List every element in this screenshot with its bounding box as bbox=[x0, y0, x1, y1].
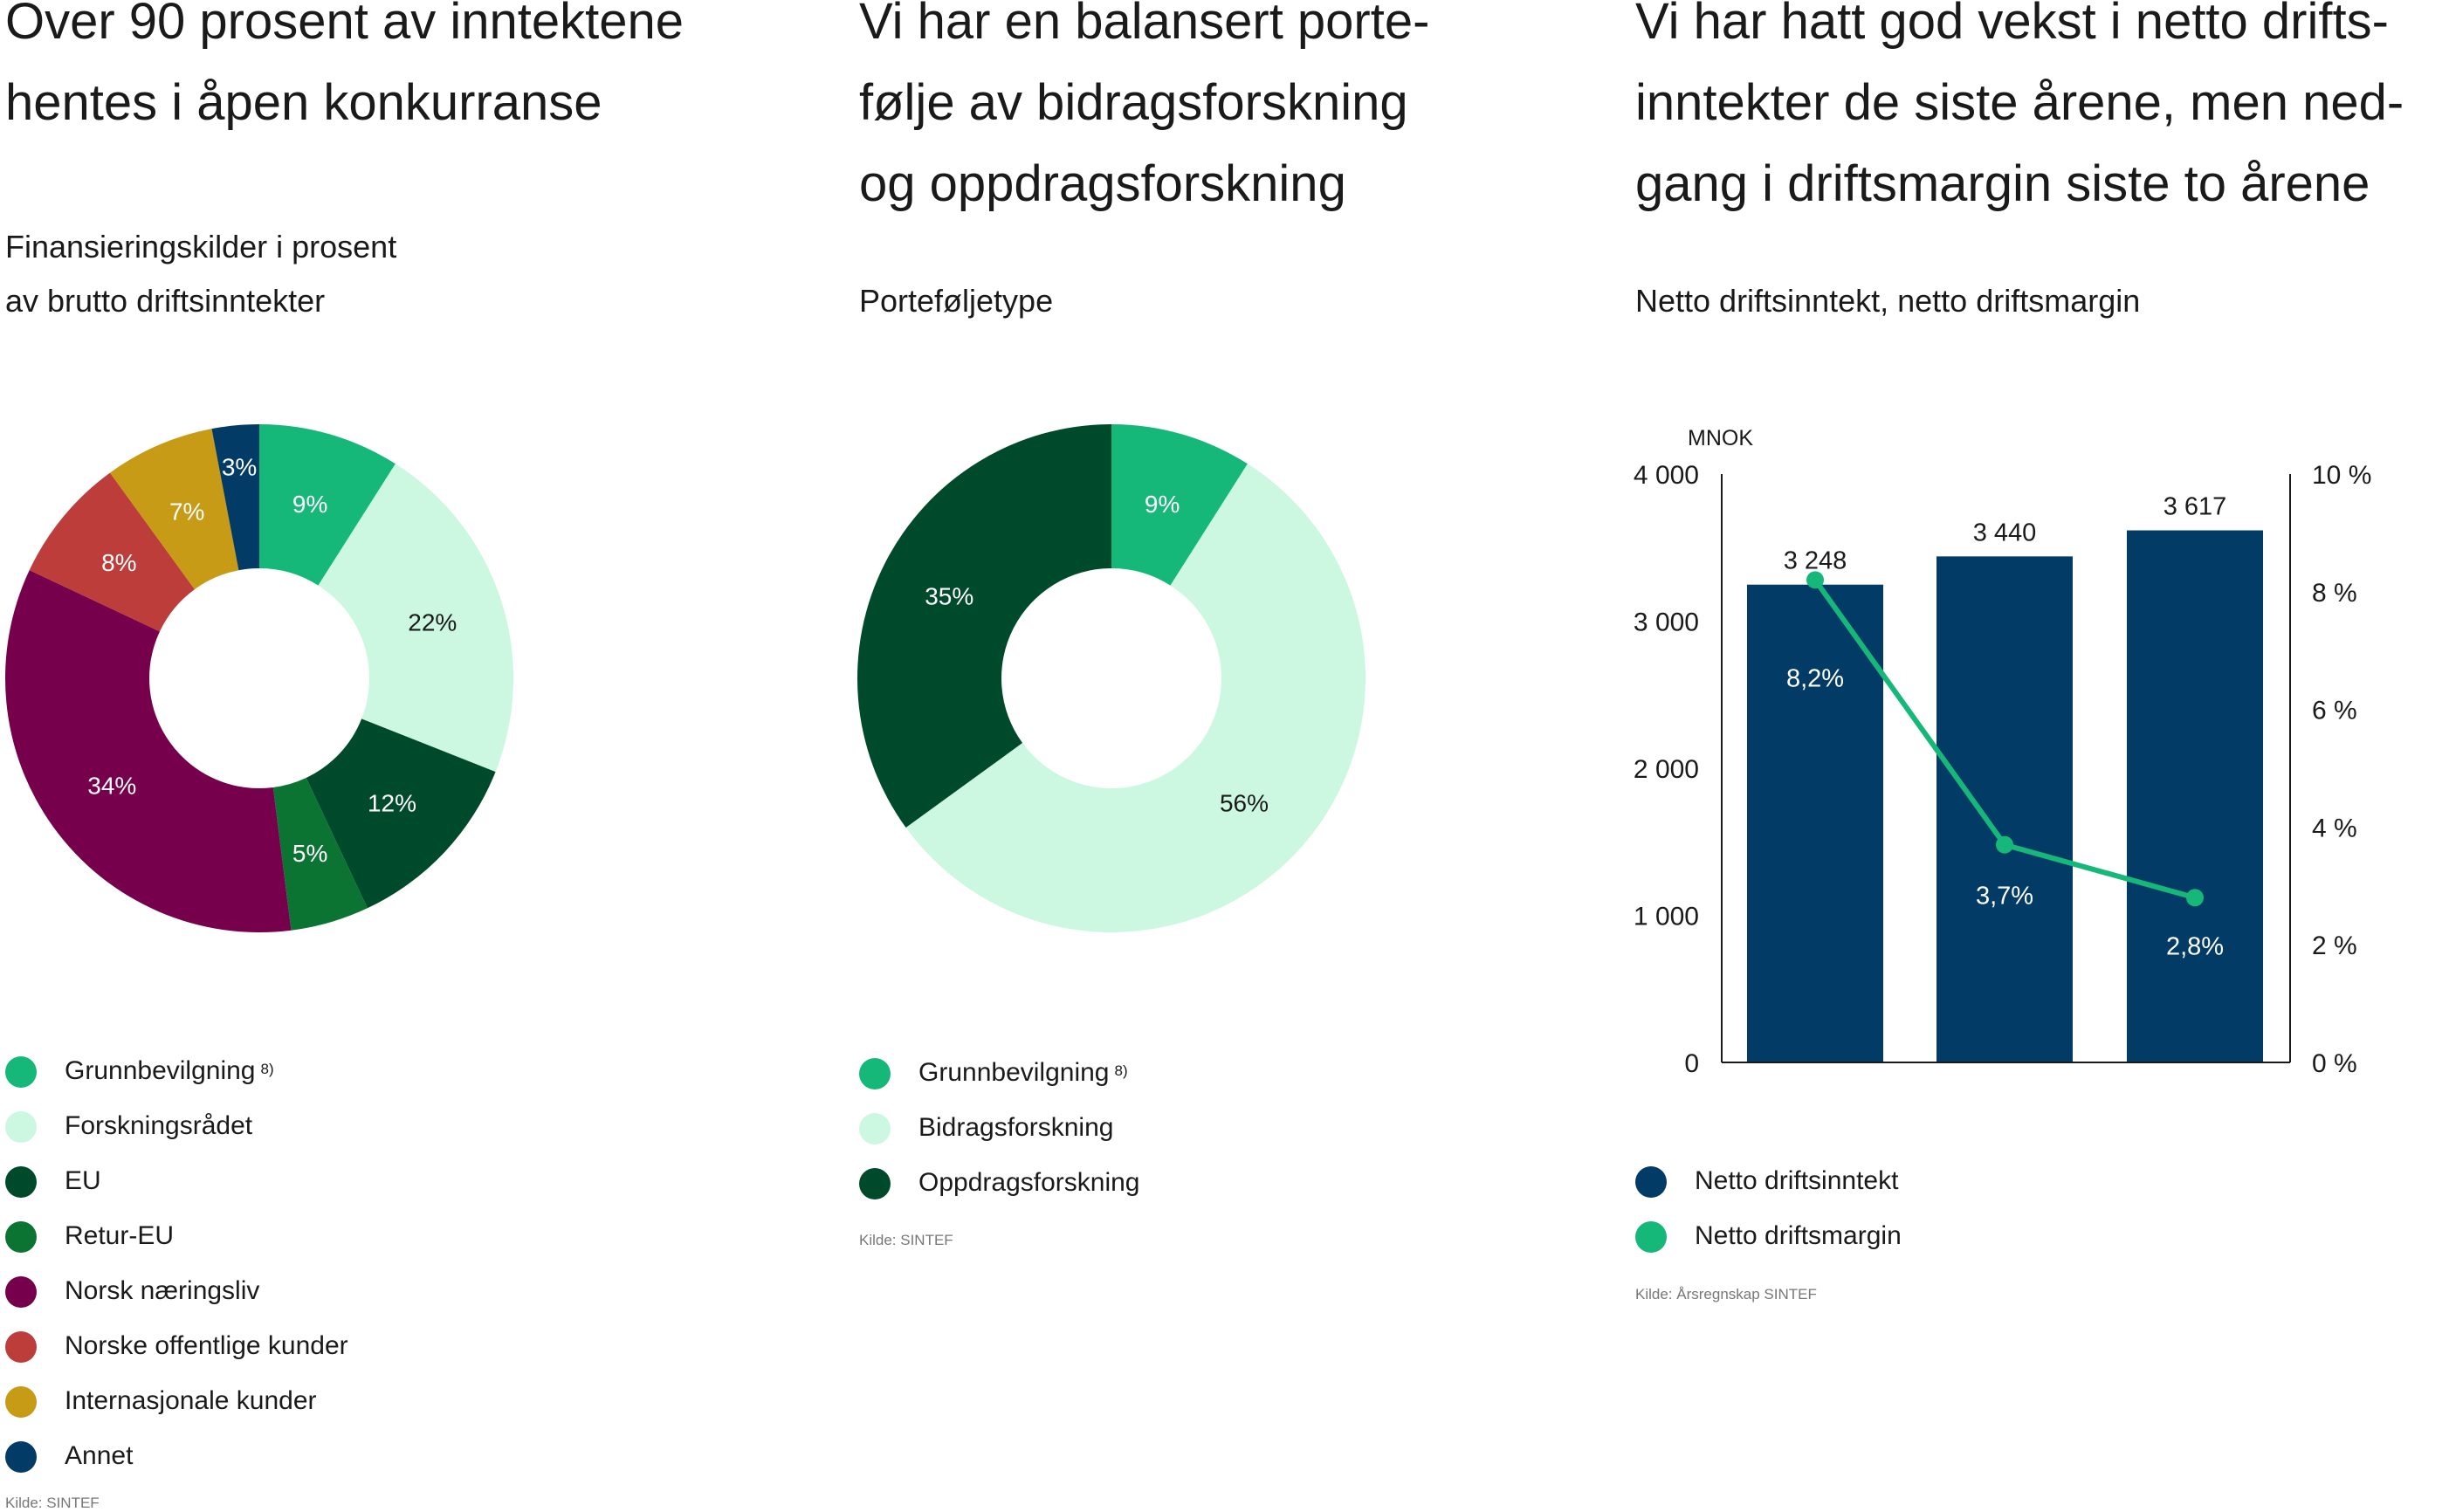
donut-chart-funding: 9% 22% 12% 5% 34% 8% 7% 3% bbox=[5, 424, 513, 932]
y2-tick-label: 10 % bbox=[2312, 461, 2371, 490]
slice-label: 22% bbox=[408, 609, 457, 636]
y2-tick-label: 4 % bbox=[2312, 814, 2357, 842]
y-tick-label: 1 000 bbox=[1634, 903, 1699, 931]
slice-norsk-naeringsliv bbox=[5, 570, 292, 932]
slice-label: 7% bbox=[169, 498, 204, 526]
margin-value-label: 8,2% bbox=[1786, 664, 1844, 692]
bar bbox=[2127, 530, 2263, 1062]
legend-marker-icon bbox=[1635, 1221, 1667, 1253]
legend-marker-icon bbox=[5, 1056, 37, 1088]
title-line: Vi har en balansert porte- bbox=[859, 0, 1430, 50]
subtitle-line: Netto driftsinntekt, netto driftsmargin bbox=[1635, 283, 2141, 319]
slice-label: 5% bbox=[292, 840, 327, 867]
legend-marker-icon bbox=[5, 1166, 37, 1198]
legend-label: Annet bbox=[65, 1441, 134, 1470]
legend-marker-icon bbox=[5, 1276, 37, 1308]
legend-marker-icon bbox=[5, 1386, 37, 1418]
source-note: Kilde: Årsregnskap SINTEF bbox=[1635, 1286, 1817, 1302]
slice-label: 9% bbox=[292, 491, 327, 518]
margin-value-label: 3,7% bbox=[1976, 883, 2033, 911]
slice-norske-offentlige-kunder bbox=[29, 472, 195, 632]
bar-value-label: 3 248 bbox=[1784, 547, 1847, 575]
title-line: hentes i åpen konkurranse bbox=[5, 74, 602, 131]
legend-label: Norsk næringsliv bbox=[65, 1276, 260, 1305]
y2-tick-label: 8 % bbox=[2312, 579, 2357, 608]
y2-tick-label: 0 % bbox=[2312, 1049, 2357, 1078]
panel3-subtitle: Netto driftsinntekt, netto driftsmargin bbox=[1635, 274, 2140, 328]
subtitle-line: Finansieringskilder i prosent bbox=[5, 229, 397, 265]
subtitle-line: av brutto driftsinntekter bbox=[5, 283, 326, 319]
bar-value-label: 3 617 bbox=[2164, 493, 2227, 521]
source-note: Kilde: SINTEF bbox=[859, 1232, 953, 1248]
margin-value-label: 2,8% bbox=[2166, 932, 2224, 960]
title-line: gang i driftsmargin siste to årene bbox=[1635, 155, 2370, 212]
slice-label: 9% bbox=[1145, 491, 1180, 518]
donut-chart-portfolio: 9% 56% 35% bbox=[857, 424, 1366, 932]
margin-point bbox=[1806, 571, 1824, 589]
legend-label: Forskningsrådet bbox=[65, 1111, 253, 1140]
y-tick-label: 2 000 bbox=[1634, 755, 1699, 784]
title-line: Vi har hatt god vekst i netto drifts- bbox=[1635, 0, 2389, 50]
slice-grunnbevilgning bbox=[259, 424, 396, 586]
bar-value-label: 3 440 bbox=[1973, 519, 2037, 546]
footnote-marker: 8) bbox=[260, 1061, 274, 1077]
panel2-subtitle: Porteføljetype bbox=[859, 274, 1053, 328]
subtitle-line: Porteføljetype bbox=[859, 283, 1054, 319]
bar bbox=[1936, 556, 2073, 1062]
margin-point bbox=[2186, 889, 2204, 907]
legend-marker-icon bbox=[5, 1221, 37, 1253]
legend-marker-icon bbox=[859, 1113, 891, 1144]
source-note: Kilde: SINTEF bbox=[5, 1495, 100, 1511]
legend-label: Retur-EU bbox=[65, 1221, 175, 1250]
title-line: inntekter de siste årene, men ned- bbox=[1635, 74, 2404, 131]
bar bbox=[1747, 584, 1883, 1062]
legend-marker-icon bbox=[1635, 1166, 1667, 1198]
legend-label: Norske offentlige kunder bbox=[65, 1331, 348, 1360]
y-tick-label: 4 000 bbox=[1634, 461, 1699, 490]
slice-label: 56% bbox=[1220, 790, 1269, 817]
y-tick-label: 3 000 bbox=[1634, 608, 1699, 637]
bar-line-chart: MNOK 0 1 000 2 000 3 000 4 000 0 % 2 % 4 % 6 % 8 %… bbox=[1634, 426, 2371, 1078]
y2-tick-label: 6 % bbox=[2312, 697, 2357, 725]
legend-label: Oppdragsforskning bbox=[918, 1168, 1140, 1197]
legend-marker-icon bbox=[859, 1058, 891, 1089]
slice-label: 35% bbox=[925, 582, 973, 609]
y-tick-label: 0 bbox=[1684, 1049, 1699, 1078]
slice-bidragsforskning bbox=[905, 464, 1366, 932]
panel1-title: Over 90 prosent av inntektene hentes i å… bbox=[5, 0, 684, 143]
y2-tick-label: 2 % bbox=[2312, 931, 2357, 960]
title-line: og oppdragsforskning bbox=[859, 155, 1346, 212]
legend-label: Grunnbevilgning 8) bbox=[65, 1056, 274, 1085]
legend-label: Netto driftsmargin bbox=[1695, 1221, 1902, 1250]
title-line: følje av bidragsforskning bbox=[859, 74, 1408, 131]
legend-label: Bidragsforskning bbox=[918, 1113, 1114, 1142]
legend-label: Netto driftsinntekt bbox=[1695, 1166, 1899, 1195]
slice-label: 3% bbox=[222, 454, 257, 481]
title-line: Over 90 prosent av inntektene bbox=[5, 0, 684, 50]
slice-retur-eu bbox=[272, 778, 368, 931]
panel3-title: Vi har hatt god vekst i netto drifts- in… bbox=[1635, 0, 2404, 224]
slice-label: 12% bbox=[368, 790, 416, 817]
slice-grunnbevilgning bbox=[1111, 424, 1248, 586]
footnote-marker: 8) bbox=[1114, 1062, 1128, 1079]
slice-label: 34% bbox=[87, 773, 136, 800]
legend-marker-icon bbox=[5, 1441, 37, 1473]
slice-forskningsradet bbox=[318, 464, 513, 773]
slice-label: 8% bbox=[101, 549, 136, 576]
slice-oppdragsforskning bbox=[857, 424, 1111, 828]
legend-label: EU bbox=[65, 1166, 101, 1195]
panel2-title: Vi har en balansert porte- følje av bidr… bbox=[859, 0, 1429, 224]
legend-marker-icon bbox=[5, 1331, 37, 1363]
slice-internasjonale-kunder bbox=[109, 429, 239, 590]
panel1-subtitle: Finansieringskilder i prosent av brutto … bbox=[5, 220, 396, 328]
legend-marker-icon bbox=[859, 1168, 891, 1199]
legend-marker-icon bbox=[5, 1111, 37, 1143]
legend-label: Internasjonale kunder bbox=[65, 1386, 317, 1415]
y-axis-unit-label: MNOK bbox=[1688, 426, 1753, 450]
legend-label: Grunnbevilgning 8) bbox=[918, 1058, 1128, 1087]
slice-annet bbox=[211, 424, 259, 571]
slice-eu bbox=[306, 718, 496, 909]
margin-point bbox=[1996, 835, 2013, 854]
